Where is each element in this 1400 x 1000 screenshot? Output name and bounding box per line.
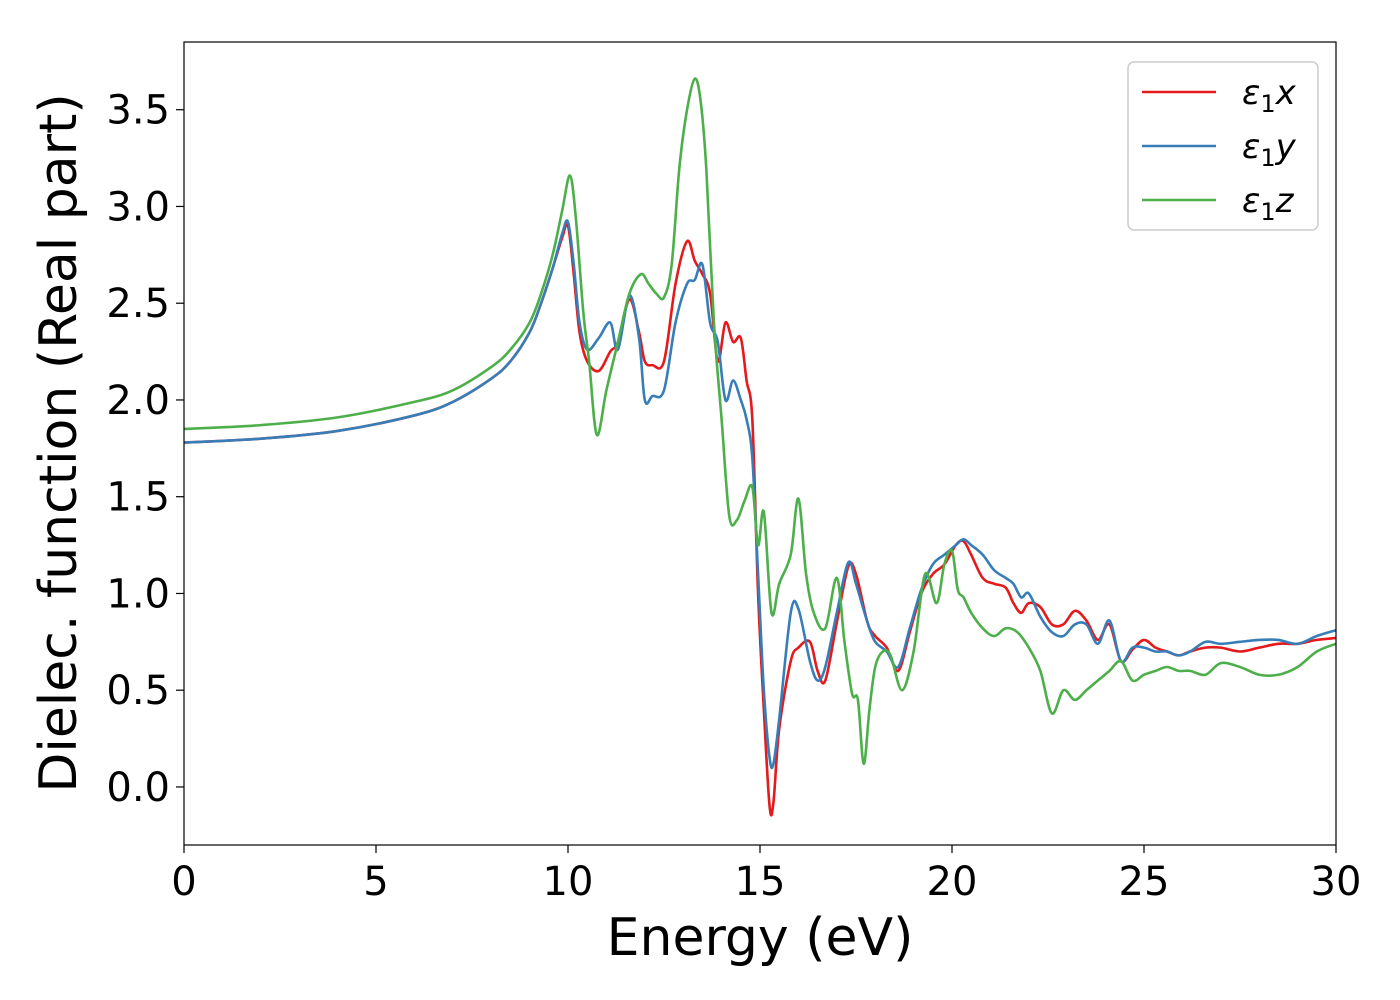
x-tick-label: 10 — [543, 859, 594, 905]
y-tick-label: 1.0 — [106, 571, 170, 617]
x-tick-label: 15 — [735, 859, 786, 905]
y-tick-label: 0.0 — [106, 765, 170, 811]
legend-box — [1127, 61, 1319, 231]
legend-items: ε1x ε1y ε1z — [1142, 73, 1297, 226]
legend-label-z: ε1z — [1242, 181, 1295, 226]
y-tick-label: 2.0 — [106, 378, 170, 424]
series-lines — [184, 77, 1336, 817]
legend-label-x: ε1x — [1242, 73, 1297, 118]
y-tick-label: 2.5 — [106, 281, 170, 327]
y-axis-label: Dielec. function (Real part) — [29, 93, 89, 792]
y-tick-label: 0.5 — [106, 668, 170, 714]
y-axis-ticks: 0.0 0.5 1.0 1.5 2.0 2.5 3.0 3.5 — [106, 88, 184, 811]
x-tick-label: 5 — [363, 859, 388, 905]
legend-label-y: ε1y — [1242, 127, 1297, 172]
y-tick-label: 3.0 — [106, 184, 170, 230]
y-tick-label: 1.5 — [106, 475, 170, 521]
x-axis-ticks: 0 5 10 15 20 25 30 — [171, 845, 1361, 905]
x-tick-label: 25 — [1119, 859, 1170, 905]
x-tick-label: 30 — [1311, 859, 1362, 905]
x-axis-label: Energy (eV) — [607, 908, 914, 968]
x-tick-label: 20 — [927, 859, 978, 905]
y-tick-label: 3.5 — [106, 88, 170, 134]
x-tick-label: 0 — [171, 859, 196, 905]
legend: ε1x ε1y ε1z — [1127, 61, 1319, 231]
series-line-z — [184, 77, 1336, 766]
